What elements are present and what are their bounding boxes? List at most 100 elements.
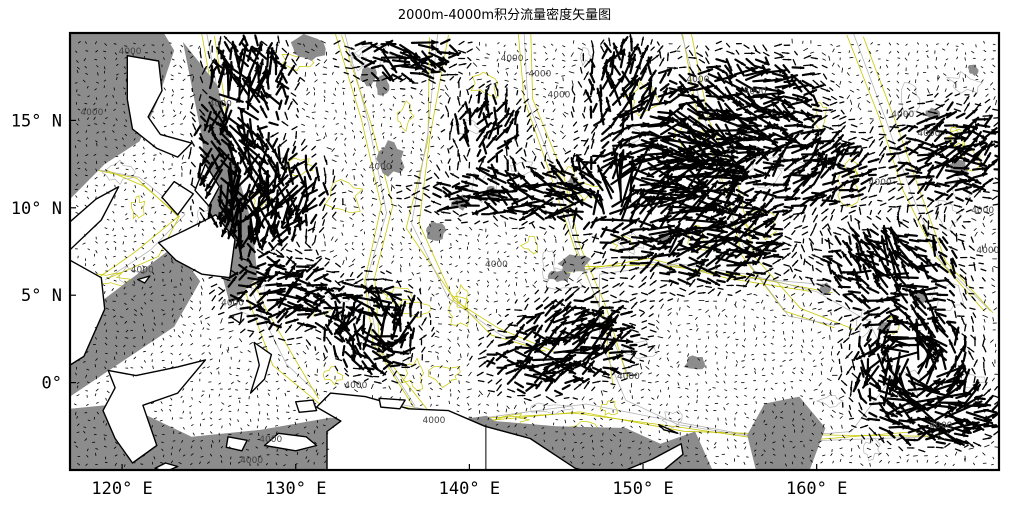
flux-vector [153,157,155,162]
flux-vector [523,401,526,405]
flux-vector [773,403,776,407]
flux-vector [727,336,730,339]
flux-vector [858,402,863,411]
flux-vector [342,358,349,368]
flux-vector [86,403,89,406]
flux-vector [582,404,585,409]
flux-vector [775,415,778,420]
flux-vector [296,312,311,316]
flux-vector [217,311,225,316]
flux-vector [420,301,423,309]
flux-vector [590,323,618,333]
flux-vector [466,301,469,304]
flux-vector [639,425,642,429]
flux-vector [694,367,698,370]
flux-vector [962,351,967,363]
flux-vector [506,298,510,302]
flux-vector [516,314,526,318]
flux-vector [209,453,213,457]
flux-vector [131,298,134,301]
flux-vector [552,315,570,324]
flux-vector [403,290,413,294]
flux-vector [723,331,726,334]
flux-vector [457,358,461,361]
depth-contour-line [90,169,179,284]
flux-vector [727,294,733,297]
flux-vector [639,372,643,375]
land-coastline [263,432,318,452]
flux-vector [277,387,280,390]
shelf-shading [375,74,390,96]
flux-vector [770,342,774,345]
flux-vector [388,385,391,390]
flux-vector [752,432,755,436]
flux-vector [792,371,795,375]
flux-vector [409,346,412,354]
flux-vector [515,412,518,415]
flux-vector [258,336,263,340]
flux-vector [533,394,542,399]
flux-vector [525,315,537,319]
flux-vector [467,334,469,339]
flux-vector [477,356,487,360]
flux-vector [202,418,206,421]
land-coastline [126,55,193,158]
flux-vector [705,409,708,412]
flux-vector [95,196,97,200]
flux-vector [721,308,726,312]
flux-vector [323,345,328,353]
flux-vector [325,336,332,346]
flux-vector [504,313,509,318]
flux-vector [382,195,384,200]
depth-contour-line [341,34,428,410]
flux-vector [803,389,806,393]
flux-vector [755,344,757,347]
flux-vector [656,364,660,368]
flux-vector [645,366,650,370]
flux-vector [373,353,394,361]
flux-vector [905,426,923,434]
land-coastline [157,214,236,279]
flux-vector [335,358,343,362]
depth-contour-loop [863,437,881,462]
flux-vector [523,417,527,419]
flux-vector [656,319,660,324]
flux-vector [772,448,775,451]
flux-vector [246,299,266,312]
flux-vector [467,328,470,333]
flux-vector [956,315,965,318]
flux-vector [580,424,584,428]
flux-vector [266,412,269,416]
flux-vector [773,453,776,456]
flux-vector [569,402,573,406]
flux-vector [707,323,711,326]
flux-vector [914,295,927,309]
flux-vector [600,409,604,412]
flux-vector [296,373,300,377]
flux-vector [533,138,535,144]
flux-vector [839,447,843,450]
flux-vector [314,321,328,332]
flux-vector [648,388,651,392]
flux-vector [801,367,804,371]
flux-vector [505,231,507,235]
flux-vector [571,306,587,311]
flux-vector [802,418,805,421]
flux-vector [868,382,882,391]
flux-vector [630,301,638,310]
flux-vector [209,431,213,434]
flux-vector [592,463,596,466]
flux-vector [772,410,774,414]
flux-vector [858,409,867,418]
flux-vector [763,388,766,391]
flux-vector [180,395,183,399]
flux-vector [705,350,708,354]
flux-vector [792,330,795,333]
flux-vector [648,313,654,318]
flux-vector [497,330,508,333]
flux-vector [647,416,651,419]
flux-vector [848,404,852,410]
flux-vector [754,449,757,452]
flux-vector [714,429,717,434]
flux-vector [837,328,844,332]
